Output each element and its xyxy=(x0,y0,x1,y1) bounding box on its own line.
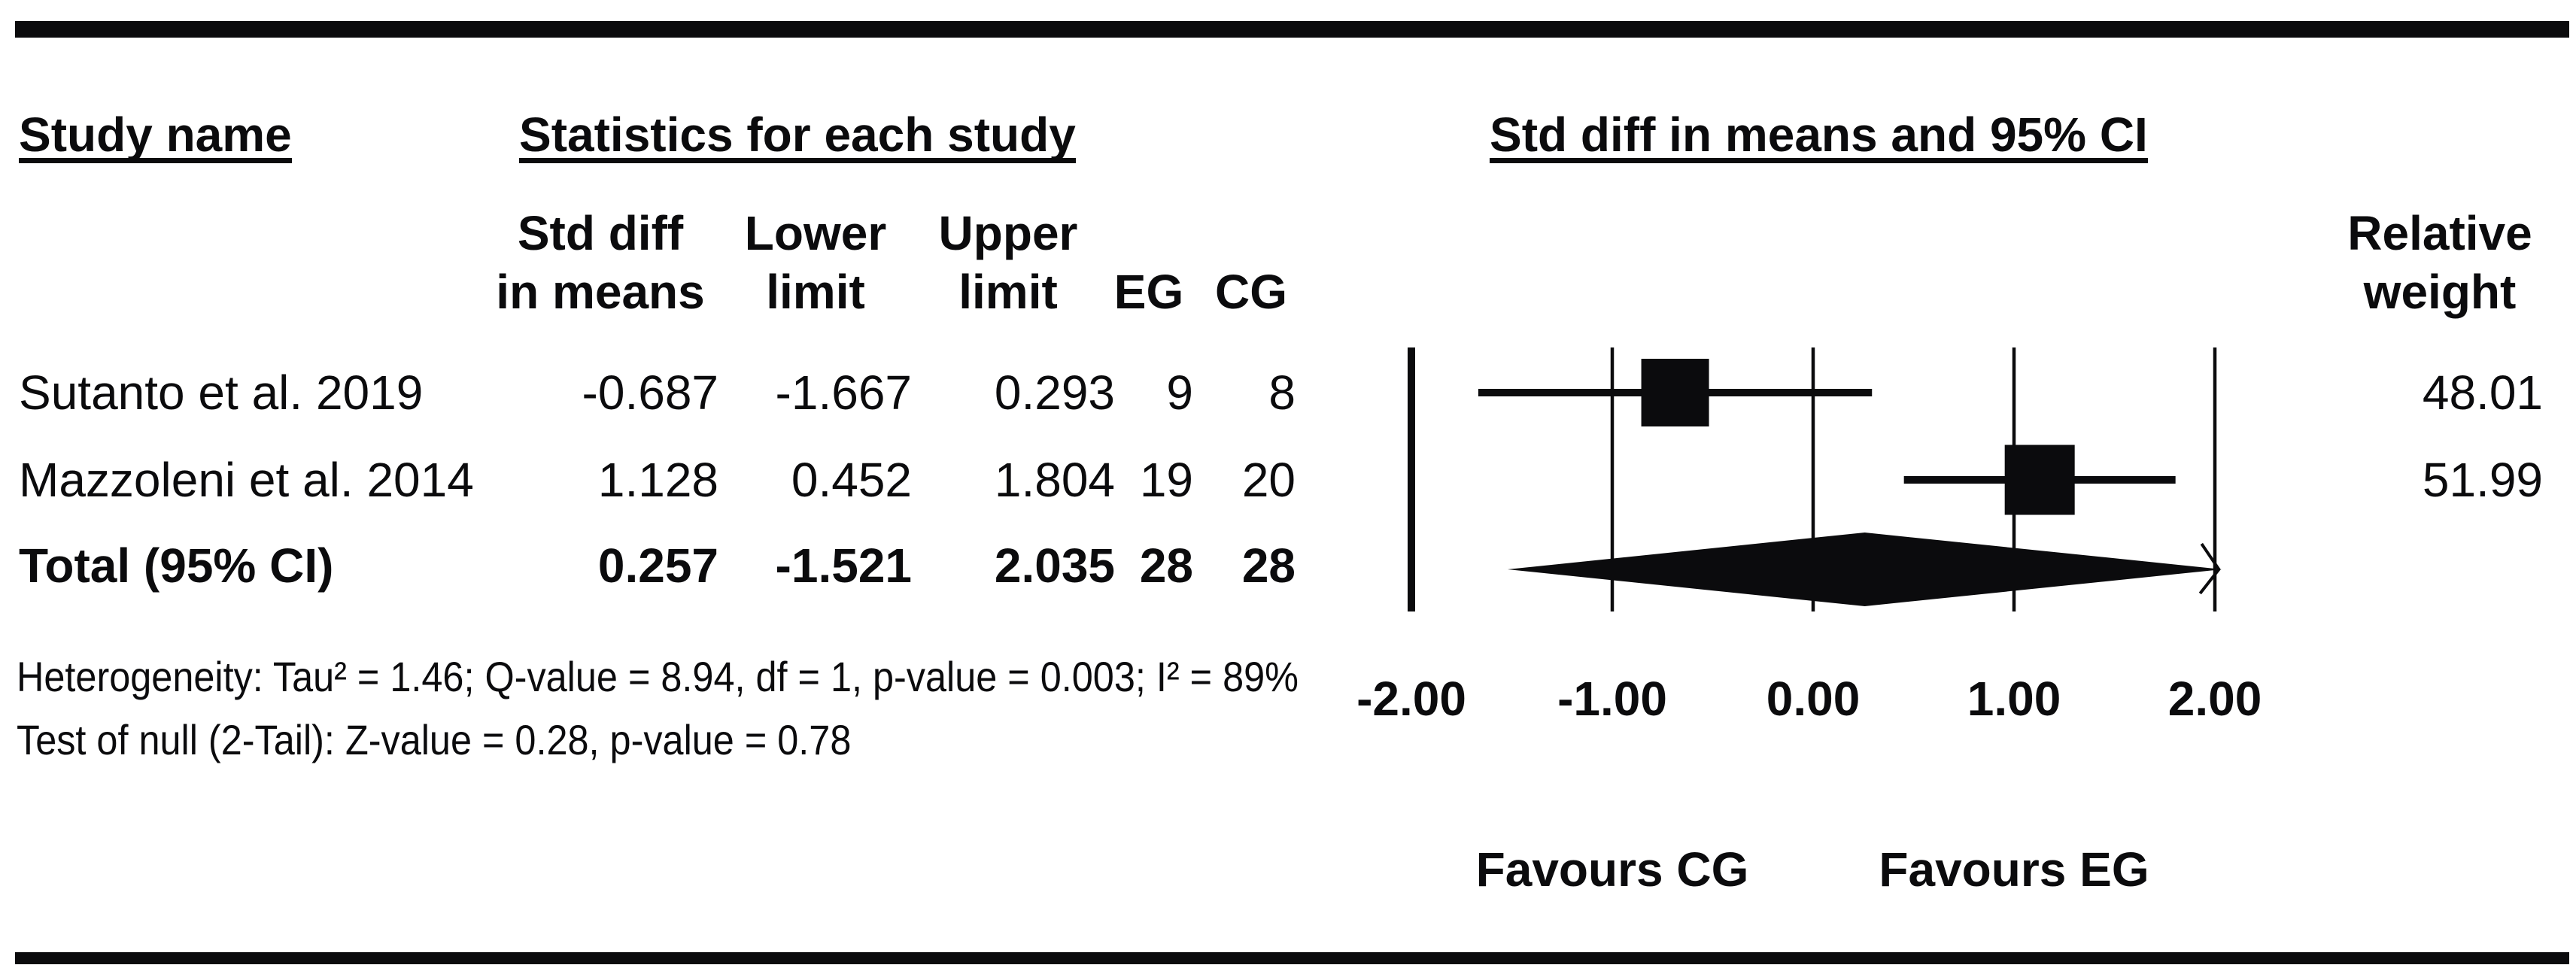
cell-upper-limit: 0.293 xyxy=(994,366,1115,420)
column-header-upper-line2: limit xyxy=(958,265,1058,319)
axis-tick-label-neg2: -2.00 xyxy=(1356,672,1466,726)
table-row-sutanto: Sutanto et al. 2019 -0.687 -1.667 0.293 … xyxy=(0,363,2576,423)
overflow-arrow xyxy=(2198,542,2221,595)
column-header-lower-line1: Lower xyxy=(744,206,887,260)
header-study-name: Study name xyxy=(19,108,292,163)
cell-study-name: Total (95% CI) xyxy=(19,539,334,593)
axis-tick-label-pos1: 1.00 xyxy=(1967,672,2061,726)
cell-std-diff: 1.128 xyxy=(597,453,718,507)
cell-cg: 8 xyxy=(1268,366,1296,420)
column-header-std-diff-line1: Std diff xyxy=(517,206,684,260)
effect-size-square xyxy=(1641,359,1709,426)
cell-lower-limit: 0.452 xyxy=(791,453,912,507)
column-header-lower-limit: Lower limit xyxy=(721,204,910,321)
favours-cg-label: Favours CG xyxy=(1475,842,1749,897)
cell-eg: 28 xyxy=(1139,539,1193,593)
cell-study-name: Sutanto et al. 2019 xyxy=(19,366,424,420)
column-header-eg: EG xyxy=(1113,265,1184,319)
column-header-weight-line1: Relative xyxy=(2347,206,2532,260)
cell-relative-weight: 48.01 xyxy=(2422,366,2543,420)
header-statistics: Statistics for each study xyxy=(519,108,1076,163)
cell-upper-limit: 1.804 xyxy=(994,453,1115,507)
cell-std-diff: -0.687 xyxy=(582,366,718,420)
column-header-lower-line2: limit xyxy=(766,265,865,319)
cell-eg: 9 xyxy=(1166,366,1193,420)
axis-tick-label-zero: 0.00 xyxy=(1766,672,1861,726)
cell-std-diff: 0.257 xyxy=(597,539,718,593)
favours-eg-label: Favours EG xyxy=(1879,842,2149,897)
column-header-cg: CG xyxy=(1215,265,1287,319)
column-header-upper-limit: Upper limit xyxy=(914,204,1102,321)
summary-diamond xyxy=(1507,533,2222,606)
cell-study-name: Mazzoleni et al. 2014 xyxy=(19,453,474,507)
footnote-heterogeneity: Heterogeneity: Tau² = 1.46; Q-value = 8.… xyxy=(17,653,1299,700)
cell-eg: 19 xyxy=(1139,453,1193,507)
table-row-mazzoleni: Mazzoleni et al. 2014 1.128 0.452 1.804 … xyxy=(0,450,2576,510)
bottom-rule xyxy=(15,952,2569,964)
cell-lower-limit: -1.521 xyxy=(775,539,912,593)
column-header-std-diff-line2: in means xyxy=(496,265,705,319)
column-header-weight-line2: weight xyxy=(2363,265,2517,319)
column-header-upper-line1: Upper xyxy=(938,206,1078,260)
axis-tick-label-neg1: -1.00 xyxy=(1557,672,1667,726)
header-plot-title: Std diff in means and 95% CI xyxy=(1490,108,2148,163)
axis-tick-label-pos2: 2.00 xyxy=(2167,672,2262,726)
cell-cg: 20 xyxy=(1241,453,1296,507)
table-row-total: Total (95% CI) 0.257 -1.521 2.035 28 28 xyxy=(0,536,2576,596)
cell-lower-limit: -1.667 xyxy=(775,366,912,420)
column-header-relative-weight: Relative weight xyxy=(2327,204,2553,321)
top-rule xyxy=(15,21,2569,38)
column-header-std-diff: Std diff in means xyxy=(488,204,713,321)
footnote-test-of-null: Test of null (2-Tail): Z-value = 0.28, p… xyxy=(17,716,852,763)
cell-relative-weight: 51.99 xyxy=(2422,453,2543,507)
effect-size-square xyxy=(2004,445,2075,515)
cell-upper-limit: 2.035 xyxy=(994,539,1115,593)
cell-cg: 28 xyxy=(1241,539,1296,593)
